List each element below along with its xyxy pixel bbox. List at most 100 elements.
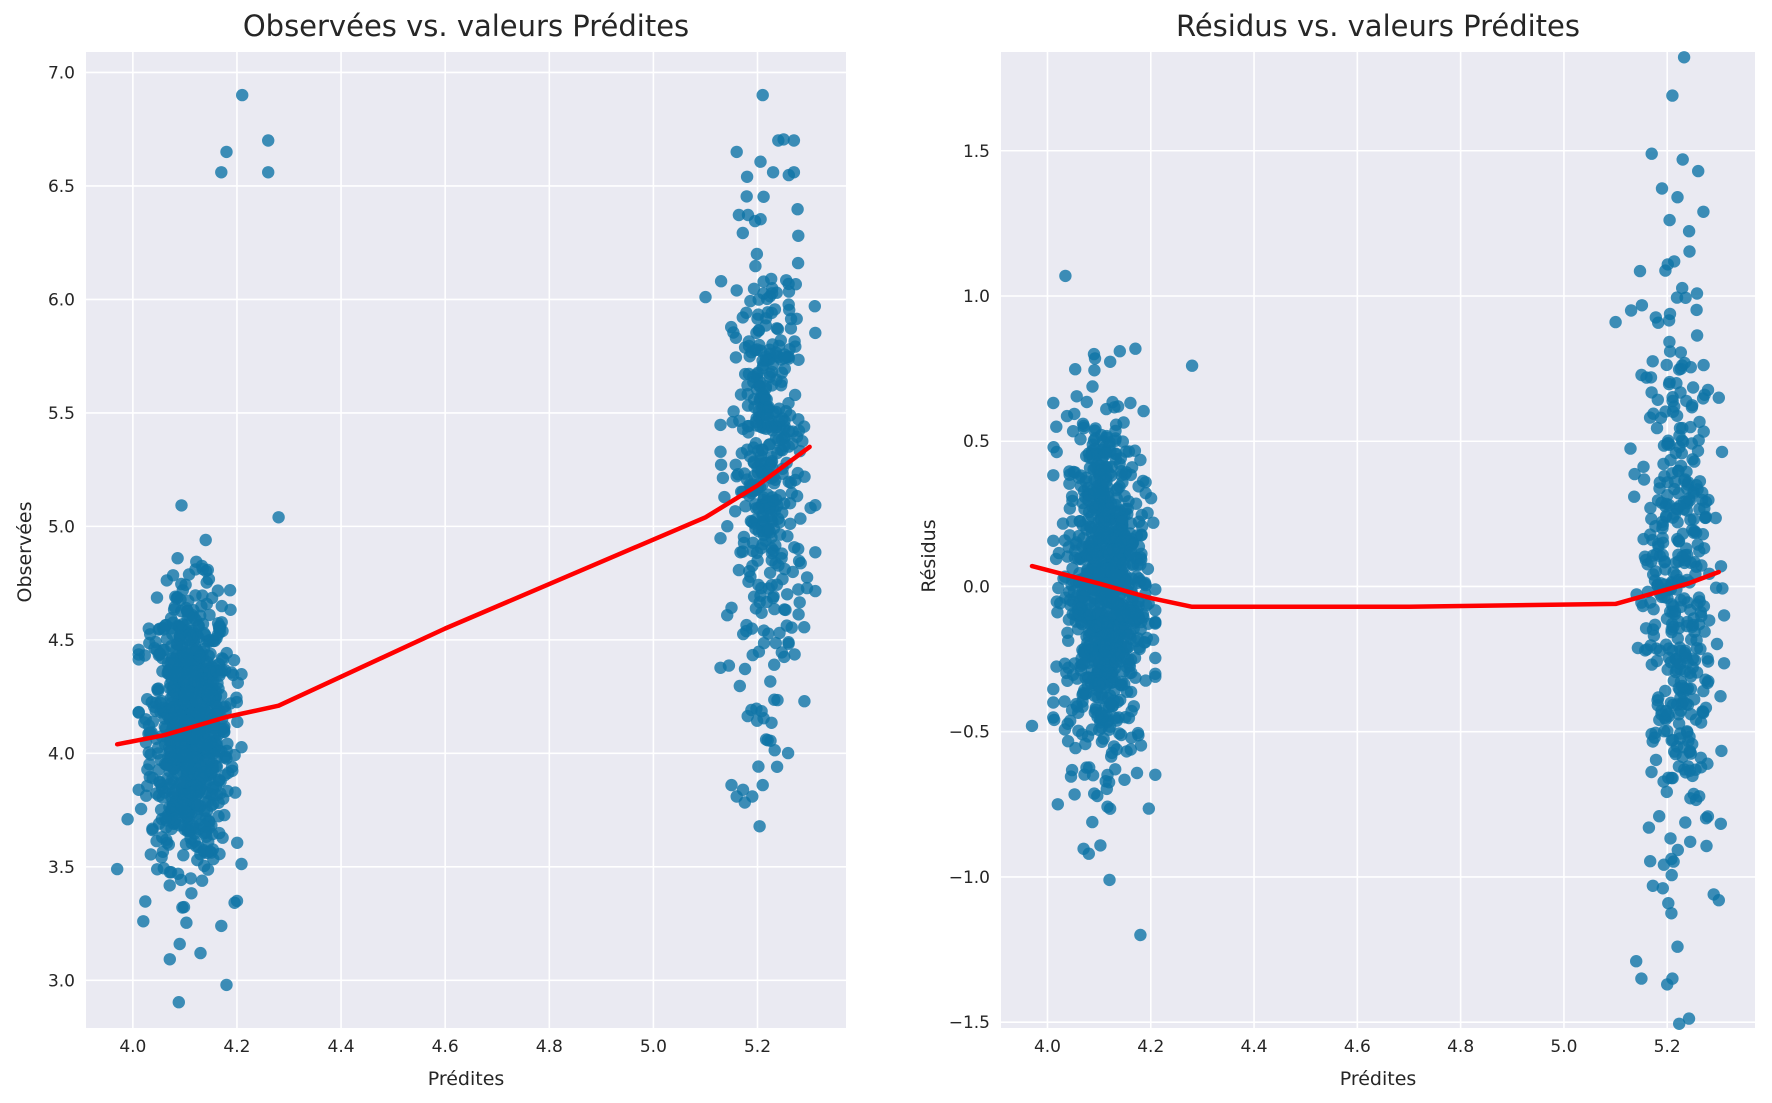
data-point <box>166 690 179 704</box>
data-point <box>194 946 207 960</box>
data-point <box>1051 606 1064 619</box>
data-point <box>1071 700 1084 713</box>
data-point <box>1113 727 1126 740</box>
data-point <box>211 584 225 597</box>
data-point <box>752 760 765 773</box>
data-point <box>1695 559 1708 572</box>
data-point <box>1047 696 1060 709</box>
data-point <box>1144 492 1158 505</box>
data-point <box>191 853 204 867</box>
data-point <box>180 916 193 929</box>
data-point <box>714 418 727 432</box>
data-point <box>1113 345 1127 358</box>
data-point <box>1717 657 1731 670</box>
data-point <box>111 862 124 876</box>
data-point <box>1106 630 1119 644</box>
data-point <box>1666 972 1679 985</box>
data-point <box>231 715 244 729</box>
x-tick-label: 5.2 <box>744 1037 771 1057</box>
data-point <box>152 682 165 695</box>
data-point <box>1062 634 1075 647</box>
data-point <box>1079 737 1092 751</box>
data-point <box>1662 434 1675 447</box>
data-point <box>767 590 780 603</box>
data-point <box>137 915 150 928</box>
data-point <box>1101 768 1114 782</box>
data-point <box>725 778 738 792</box>
data-point <box>1083 608 1096 621</box>
data-point <box>1682 1012 1696 1025</box>
data-point <box>792 542 805 556</box>
data-point <box>734 546 747 559</box>
data-point <box>152 741 165 754</box>
data-point <box>792 353 805 366</box>
data-point <box>736 311 749 324</box>
data-point <box>1686 381 1700 394</box>
data-point <box>1068 551 1082 564</box>
data-point <box>1088 787 1101 800</box>
y-tick-label: 0.5 <box>963 432 990 452</box>
data-point <box>220 145 233 159</box>
data-point <box>1647 603 1660 616</box>
data-point <box>761 408 774 422</box>
data-point <box>1650 654 1664 668</box>
data-point <box>760 393 773 406</box>
data-point <box>1675 679 1689 693</box>
data-point <box>759 380 773 393</box>
data-point <box>718 490 731 504</box>
data-point <box>199 533 212 547</box>
data-point <box>1125 666 1138 679</box>
data-point <box>155 694 168 708</box>
data-point <box>725 601 738 614</box>
data-point <box>788 388 802 402</box>
data-point <box>1116 435 1130 448</box>
lowess-line <box>114 444 812 747</box>
data-point <box>1106 595 1119 609</box>
data-point <box>763 566 777 579</box>
data-point <box>1672 708 1686 721</box>
data-point <box>235 741 248 754</box>
data-point <box>171 552 184 565</box>
data-point <box>792 583 805 596</box>
data-point <box>190 643 203 656</box>
x-tick-label: 5.0 <box>640 1037 667 1057</box>
data-point <box>236 88 249 102</box>
data-point <box>170 637 183 651</box>
data-point <box>198 627 211 640</box>
data-point <box>1649 753 1663 767</box>
data-point <box>1663 213 1676 227</box>
data-point <box>1120 640 1133 653</box>
data-point <box>1660 785 1674 799</box>
data-point <box>1673 441 1686 454</box>
data-point <box>782 475 795 488</box>
data-point <box>184 832 197 845</box>
data-point <box>142 746 155 759</box>
data-point <box>1050 420 1063 433</box>
data-point <box>1067 585 1081 598</box>
data-point <box>1077 421 1091 435</box>
data-point <box>1715 445 1729 459</box>
data-point <box>757 287 770 300</box>
data-point <box>1698 502 1711 515</box>
data-point <box>793 596 806 609</box>
data-point <box>1697 358 1710 372</box>
data-point <box>809 326 822 340</box>
data-point <box>1097 474 1110 488</box>
data-point <box>1679 816 1692 829</box>
data-point <box>747 282 761 295</box>
data-point <box>737 536 751 550</box>
data-point <box>1073 602 1087 615</box>
data-point <box>1147 516 1160 529</box>
data-point <box>1118 773 1131 786</box>
data-point <box>1103 873 1116 887</box>
data-point <box>231 836 244 849</box>
data-point <box>212 810 225 823</box>
x-tick-label: 5.0 <box>1550 1037 1577 1057</box>
data-point <box>157 862 170 875</box>
data-point <box>1671 843 1685 857</box>
y-tick-label: 5.5 <box>48 404 75 424</box>
data-point <box>1108 401 1121 414</box>
data-point <box>1149 583 1162 596</box>
data-point <box>163 879 176 892</box>
lowess-line <box>1029 563 1722 610</box>
